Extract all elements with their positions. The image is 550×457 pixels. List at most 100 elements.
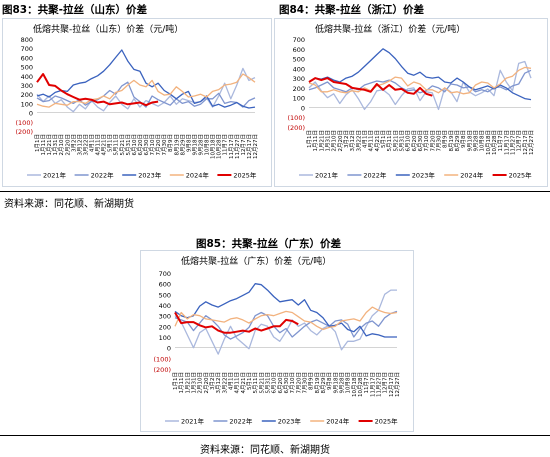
x-tick-label: 8月9日: [167, 134, 174, 152]
x-tick-label: 6月30日: [417, 130, 424, 152]
y-tick-label: 100: [159, 334, 171, 342]
x-tick-label: 10月28日: [491, 130, 498, 155]
legend-label: 2024年: [326, 417, 350, 426]
x-tick-label: 3月12日: [215, 372, 222, 394]
y-tick-label: 400: [21, 73, 33, 81]
x-tick-label: 10月8日: [204, 134, 211, 156]
x-tick-label: 10月18日: [351, 372, 358, 397]
x-tick-label: 11月7日: [497, 130, 504, 152]
x-tick-label: 7月20日: [155, 134, 162, 156]
x-tick-label: 7月30日: [302, 372, 309, 394]
x-tick-label: 3月12日: [76, 134, 83, 156]
x-tick-label: 6月30日: [283, 372, 290, 394]
x-tick-label: 10月8日: [345, 372, 352, 394]
x-tick-label: 3月2日: [209, 372, 216, 390]
x-tick-label: 10月28日: [357, 372, 364, 397]
y-tick-label: (100): [288, 114, 305, 122]
x-tick-label: 9月18日: [466, 130, 473, 152]
legend-label: 2025年: [233, 171, 257, 180]
y-tick-label: 100: [21, 100, 33, 108]
legend-label: 2023年: [278, 417, 302, 426]
figure-84-title: 图84：共聚-拉丝（浙江）价差: [279, 4, 424, 16]
x-tick-label: 11月27日: [376, 372, 383, 397]
legend-label: 2021年: [315, 171, 339, 180]
y-tick-label: (100): [16, 119, 33, 127]
x-tick-label: 3月22日: [355, 130, 362, 152]
legend-label: 2023年: [138, 171, 162, 180]
x-tick-label: 1月21日: [318, 130, 325, 152]
x-tick-label: 5月11日: [113, 134, 120, 156]
chart-85-frame: 低熔共聚-拉丝（广东）价差（元/吨） 700 600 500 400 300 200 100 0…: [140, 250, 414, 432]
series-line-2021: [308, 60, 532, 111]
y-tick-label: 300: [159, 313, 171, 321]
legend-label: 2025年: [375, 417, 399, 426]
x-tick-label: 8月19日: [173, 134, 180, 156]
x-tick-label: 3月22日: [221, 372, 228, 394]
series-line-2022: [36, 81, 256, 108]
x-tick-label: 3月12日: [349, 130, 356, 152]
legend-label: 2024年: [186, 171, 210, 180]
x-tick-label: 9月28日: [339, 372, 346, 394]
y-tick-label: 200: [159, 323, 171, 331]
y-tick-label: 700: [293, 36, 305, 44]
x-tick-label: 8月29日: [179, 134, 186, 156]
x-tick-label: 8月19日: [314, 372, 321, 394]
series-line-2024: [308, 66, 532, 95]
x-tick-label: 9月28日: [473, 130, 480, 152]
x-tick-label: 12月27日: [252, 134, 259, 159]
x-tick-label: 6月30日: [143, 134, 150, 156]
series-line-2024: [174, 306, 398, 331]
x-tick-label: 1月31日: [191, 372, 198, 394]
x-tick-label: 8月9日: [308, 372, 315, 390]
y-tick-label: 0: [29, 110, 33, 118]
x-tick-label: 11月27日: [234, 134, 241, 159]
x-tick-label: 2月20日: [203, 372, 210, 394]
divider-top: [0, 191, 550, 192]
y-tick-label: 800: [21, 36, 33, 44]
x-tick-label: 11月17日: [503, 130, 510, 155]
y-tick-label: 300: [21, 82, 33, 90]
x-tick-label: 6月20日: [411, 130, 418, 152]
x-tick-label: 8月29日: [320, 372, 327, 394]
source-note-top: 资料来源：同花顺、新湖期货: [4, 199, 134, 210]
x-tick-label: 5月21日: [258, 372, 265, 394]
x-tick-label: 6月10日: [131, 134, 138, 156]
x-tick-label: 1月1日: [34, 134, 41, 152]
x-tick-label: 4月21日: [240, 372, 247, 394]
y-tick-label: 300: [293, 75, 305, 83]
y-tick-label: 500: [293, 56, 305, 64]
x-tick-label: 9月8日: [185, 134, 192, 152]
chart-83: 低熔共聚-拉丝（山东）价差（元/吨）8007006005004003002001…: [16, 23, 259, 180]
x-tick-label: 7月30日: [161, 134, 168, 156]
x-tick-label: 7月10日: [423, 130, 430, 152]
x-tick-label: 12月17日: [388, 372, 395, 397]
y-tick-label: 0: [167, 345, 171, 353]
x-tick-label: 12月17日: [522, 130, 529, 155]
x-tick-label: 9月18日: [191, 134, 198, 156]
x-tick-label: 4月11日: [234, 372, 241, 394]
x-tick-label: 1月11日: [40, 134, 47, 156]
x-tick-label: 7月20日: [429, 130, 436, 152]
divider-bottom: [0, 435, 550, 436]
y-tick-label: 400: [293, 65, 305, 73]
x-tick-label: 4月21日: [374, 130, 381, 152]
legend-label: 2024年: [460, 171, 484, 180]
x-tick-label: 4月1日: [228, 372, 235, 390]
legend-label: 2021年: [43, 171, 67, 180]
series-line-2024: [36, 73, 256, 108]
x-tick-label: 3月22日: [82, 134, 89, 156]
x-tick-label: 1月21日: [46, 134, 53, 156]
x-tick-label: 1月11日: [312, 130, 319, 152]
figure-85-title: 图85：共聚-拉丝（广东）价差: [196, 238, 341, 250]
x-tick-label: 7月30日: [436, 130, 443, 152]
y-tick-label: (200): [154, 366, 171, 374]
series-line-2023: [308, 48, 532, 101]
y-tick-label: 100: [293, 95, 305, 103]
x-tick-label: 12月7日: [516, 130, 523, 152]
x-tick-label: 10月28日: [216, 134, 223, 159]
y-tick-label: 0: [301, 104, 305, 112]
chart-83-frame: 低熔共聚-拉丝（山东）价差（元/吨） 800 700 600 500 400 300 200 1…: [2, 18, 272, 187]
x-tick-label: 5月1日: [107, 134, 114, 152]
x-tick-label: 6月20日: [277, 372, 284, 394]
x-tick-label: 5月31日: [265, 372, 272, 394]
